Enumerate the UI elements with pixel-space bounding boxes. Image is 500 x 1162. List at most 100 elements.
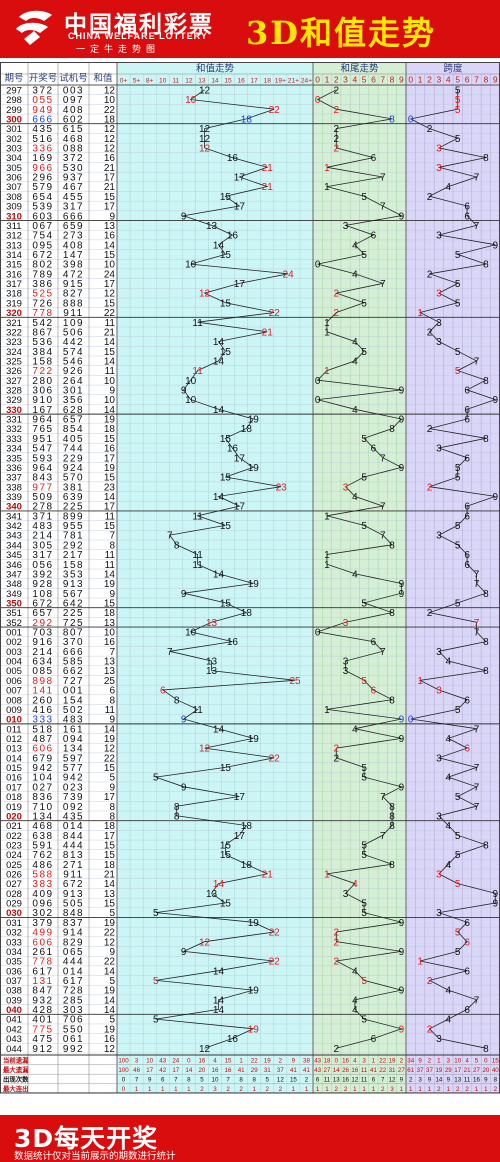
draw-number-cell: 867 [32, 327, 53, 338]
period-cell: 342 [6, 521, 22, 532]
tail-point: 8 [389, 821, 395, 832]
sum-cell: 8 [109, 802, 115, 813]
stat-sum-value: 43 [159, 1057, 166, 1064]
period-cell: 351 [6, 608, 22, 619]
test-number-cell: 739 [63, 792, 84, 803]
test-number-cell: 728 [63, 986, 84, 997]
sum-cell: 17 [104, 831, 116, 842]
span-point: 2 [427, 608, 433, 619]
stat-span-value: 10 [454, 1057, 461, 1064]
stat-sum-value: 3 [135, 1057, 139, 1064]
period-cell: 333 [6, 434, 22, 445]
period-cell: 002 [6, 637, 22, 648]
span-point: 5 [455, 540, 461, 551]
stat-tail-value: 1 [325, 1086, 329, 1093]
sum-point: 17 [234, 453, 246, 464]
sum-cell: 23 [104, 482, 116, 493]
test-number-cell: 092 [63, 802, 84, 813]
stat-tail-value: 26 [342, 1067, 349, 1074]
sum-bin-label: 18 [264, 78, 272, 85]
draw-number-cell: 657 [32, 608, 53, 619]
draw-number-cell: 603 [32, 211, 53, 222]
sum-cell: 9 [109, 715, 115, 726]
period-cell: 322 [6, 327, 22, 338]
stat-tail-value: 2 [400, 1057, 404, 1064]
header-period: 期号 [4, 73, 23, 84]
span-point: 3 [436, 870, 442, 881]
sum-cell: 10 [104, 260, 116, 271]
tail-point: 4 [352, 492, 358, 503]
span-point: 4 [446, 657, 452, 668]
stat-tail-value: 1 [372, 1086, 376, 1093]
sum-point: 19 [248, 463, 260, 474]
span-point: 1 [417, 308, 423, 319]
stat-sum-value: 10 [146, 1057, 153, 1064]
sum-cell: 18 [104, 860, 116, 871]
span-point: 3 [436, 444, 442, 455]
sum-cell: 15 [104, 850, 116, 861]
stat-sum-value: 15 [290, 1077, 297, 1084]
sum-cell: 14 [104, 240, 116, 251]
period-cell: 009 [6, 705, 22, 716]
period-cell: 042 [6, 1024, 22, 1035]
draw-number-cell: 336 [32, 144, 53, 155]
span-point: 2 [427, 124, 433, 135]
sum-point: 13 [206, 666, 218, 677]
tail-point: 4 [352, 569, 358, 580]
sum-cell: 19 [104, 918, 116, 929]
sum-point: 15 [220, 850, 232, 861]
period-cell: 336 [6, 463, 22, 474]
tail-point: 2 [333, 753, 339, 764]
draw-number-cell: 966 [32, 163, 53, 174]
span-point: 5 [455, 85, 461, 96]
stat-tail-value: 19 [389, 1057, 396, 1064]
period-cell: 301 [6, 124, 22, 135]
tail-point: 3 [343, 482, 349, 493]
test-number-cell: 550 [63, 1024, 84, 1035]
draw-number-cell: 518 [32, 724, 53, 735]
test-number-cell: 317 [63, 202, 84, 213]
period-cell: 317 [6, 279, 22, 290]
sum-cell: 22 [104, 928, 116, 939]
stat-sum-value: 1 [161, 1086, 165, 1093]
tail-point: 5 [361, 473, 367, 484]
tail-digit-label: 1 [325, 75, 330, 85]
test-number-cell: 725 [63, 618, 84, 629]
tail-point: 5 [361, 298, 367, 309]
test-number-cell: 442 [63, 337, 84, 348]
sum-point: 10 [185, 260, 197, 271]
sum-cell: 8 [109, 811, 115, 822]
sum-point: 16 [227, 444, 239, 455]
stat-span-value: 29 [445, 1067, 452, 1074]
sum-point: 15 [220, 298, 232, 309]
tail-point: 7 [380, 831, 386, 842]
stat-span-value: 21 [464, 1067, 471, 1074]
sum-section-bg [117, 62, 313, 1094]
stat-sum-value: 16 [225, 1067, 232, 1074]
sum-cell: 19 [104, 579, 116, 590]
span-point: 4 [446, 986, 452, 997]
span-point: 6 [464, 1005, 470, 1016]
stat-sum-value: 37 [277, 1067, 284, 1074]
sum-cell: 17 [104, 202, 116, 213]
tail-point: 4 [352, 879, 358, 890]
test-number-cell: 657 [63, 415, 84, 426]
stat-tail-value: 13 [333, 1077, 340, 1084]
sum-cell: 24 [104, 269, 116, 280]
span-point: 4 [446, 182, 452, 193]
test-number-cell: 468 [63, 134, 84, 145]
tail-point: 1 [324, 705, 330, 716]
sum-point: 11 [192, 705, 203, 716]
sum-cell: 14 [104, 995, 116, 1006]
draw-number-cell: 951 [32, 434, 53, 445]
tail-point: 8 [389, 811, 395, 822]
tail-point: 1 [324, 318, 330, 329]
stat-tail-value: 3 [390, 1086, 394, 1093]
test-number-cell: 271 [63, 860, 84, 871]
tail-point: 1 [324, 511, 330, 522]
test-number-cell: 398 [63, 260, 84, 271]
stat-tail-value: 1 [372, 1057, 376, 1064]
period-cell: 037 [6, 976, 22, 987]
sum-cell: 10 [104, 628, 116, 639]
sum-cell: 17 [104, 502, 116, 513]
